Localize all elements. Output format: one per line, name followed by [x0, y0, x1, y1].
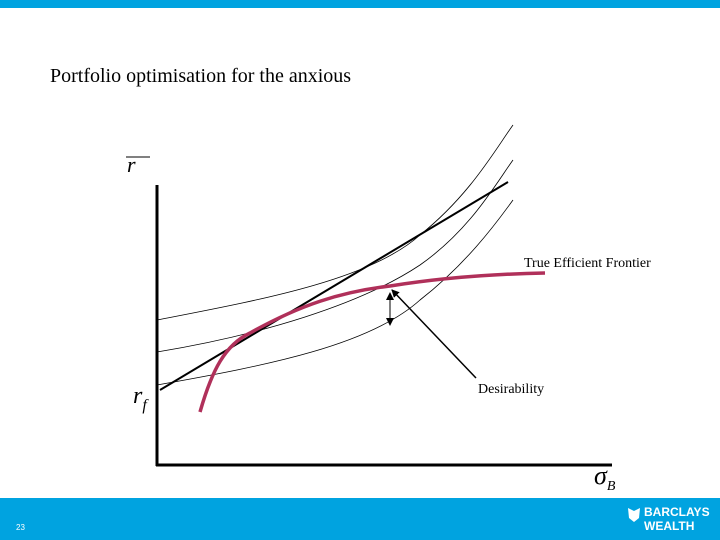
indifference-curve: [156, 199, 514, 386]
rf-sub: f: [142, 397, 149, 414]
indifference-curve: [156, 124, 514, 321]
indifference-curve: [156, 159, 514, 353]
desirability-label: Desirability: [478, 382, 544, 397]
rf-label: rf: [133, 383, 149, 414]
frontier-label: True Efficient Frontier: [524, 256, 651, 271]
capital-market-line: [159, 181, 509, 391]
y-axis-label: r: [127, 152, 136, 177]
sigma: σ: [594, 461, 608, 490]
logo-line1: BARCLAYS: [644, 505, 710, 519]
logo-eagle: [628, 508, 640, 522]
rf-base: r: [133, 383, 143, 409]
page-number: 23: [16, 523, 25, 532]
sigma-sub: B: [607, 479, 616, 494]
desirability-pointer: [391, 289, 477, 379]
slide-title: Portfolio optimisation for the anxious: [50, 65, 351, 87]
top-bar: [0, 0, 720, 8]
efficient-frontier: [198, 271, 546, 413]
footer-bar: [0, 498, 720, 540]
logo-line2: WEALTH: [644, 519, 694, 533]
x-axis-label: σB: [594, 461, 616, 494]
